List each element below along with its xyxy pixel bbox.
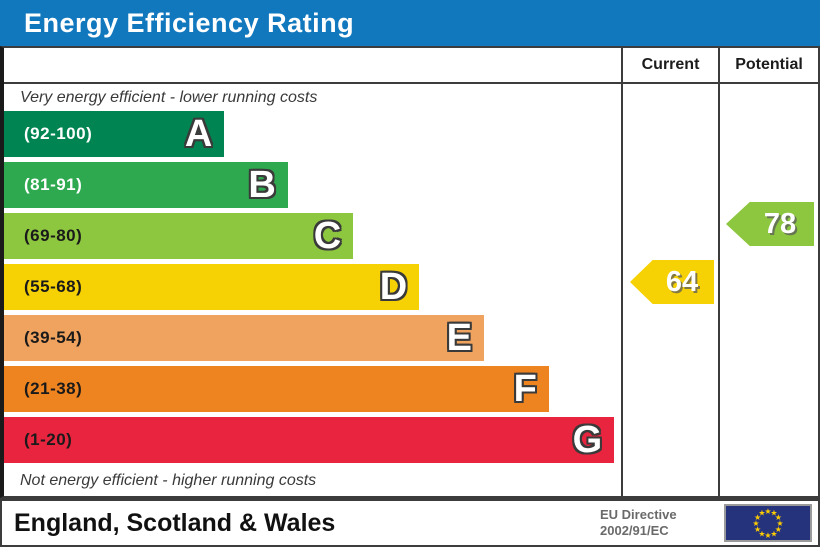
band-row-d: (55-68) D (4, 264, 621, 315)
eu-directive-line2: 2002/91/EC (600, 523, 669, 538)
band-bar-c: (69-80) C (4, 213, 354, 259)
band-letter-e: E (446, 317, 473, 359)
svg-text:★: ★ (770, 529, 777, 538)
band-range-g: (1-20) (24, 430, 73, 449)
rating-table-body: Very energy efficient - lower running co… (4, 84, 818, 496)
band-letter-d: D (379, 266, 408, 308)
eu-flag-icon: ★ ★ ★ ★ ★ ★ ★ ★ ★ ★ ★ ★ (724, 504, 812, 542)
region-label: England, Scotland & Wales (14, 508, 336, 537)
potential-column-header: Potential (718, 48, 818, 82)
band-range-a: (92-100) (24, 124, 93, 143)
svg-text:★: ★ (752, 519, 759, 528)
band-row-e: (39-54) E (4, 315, 621, 366)
svg-text:★: ★ (754, 513, 761, 522)
band-row-a: (92-100) A (4, 111, 621, 162)
band-range-b: (81-91) (24, 175, 83, 194)
band-bar-d: (55-68) D (4, 264, 420, 310)
band-bar-g: (1-20) G (4, 417, 615, 463)
band-row-g: (1-20) G (4, 417, 621, 468)
band-letter-c: C (313, 215, 342, 257)
svg-text:★: ★ (775, 513, 782, 522)
top-note: Very energy efficient - lower running co… (20, 88, 318, 106)
bottom-note: Not energy efficient - higher running co… (20, 472, 317, 489)
potential-arrow: 78 (726, 202, 814, 246)
band-letter-a: A (184, 113, 213, 155)
band-range-f: (21-38) (24, 379, 83, 398)
band-row-c: (69-80) C (4, 213, 621, 264)
rating-table-header: Current Potential (4, 48, 818, 84)
svg-text:★: ★ (754, 525, 761, 534)
svg-text:★: ★ (764, 531, 771, 540)
footer-bar: England, Scotland & Wales EU Directive 2… (0, 498, 820, 547)
current-column: 64 (621, 84, 718, 496)
band-range-c: (69-80) (24, 226, 83, 245)
rating-scale: Very energy efficient - lower running co… (4, 84, 621, 496)
band-bar-f: (21-38) F (4, 366, 549, 412)
current-column-header: Current (621, 48, 718, 82)
band-bar-b: (81-91) B (4, 162, 288, 208)
energy-rating-table: Current Potential Very energy efficient … (0, 46, 820, 498)
band-range-e: (39-54) (24, 328, 83, 347)
svg-text:★: ★ (758, 509, 765, 518)
band-bar-a: (92-100) A (4, 111, 225, 157)
band-row-b: (81-91) B (4, 162, 621, 213)
svg-text:★: ★ (775, 525, 782, 534)
title-bar: Energy Efficiency Rating (0, 0, 820, 46)
svg-text:★: ★ (770, 509, 777, 518)
band-row-f: (21-38) F (4, 366, 621, 417)
eu-directive-label: EU Directive 2002/91/EC (600, 507, 720, 540)
svg-text:★: ★ (776, 519, 783, 528)
svg-text:★: ★ (758, 529, 765, 538)
potential-rating-value: 78 (763, 207, 797, 240)
band-letter-b: B (248, 164, 276, 206)
current-arrow: 64 (630, 260, 714, 304)
current-rating-value: 64 (665, 265, 699, 298)
band-range-d: (55-68) (24, 277, 83, 296)
band-letter-f: F (513, 368, 537, 410)
potential-column: 78 (718, 84, 818, 496)
band-bar-e: (39-54) E (4, 315, 485, 361)
page-title: Energy Efficiency Rating (24, 7, 355, 38)
header-spacer (4, 48, 621, 82)
svg-text:★: ★ (764, 507, 771, 516)
eu-directive-line1: EU Directive (600, 506, 677, 522)
band-letter-g: G (572, 419, 603, 461)
